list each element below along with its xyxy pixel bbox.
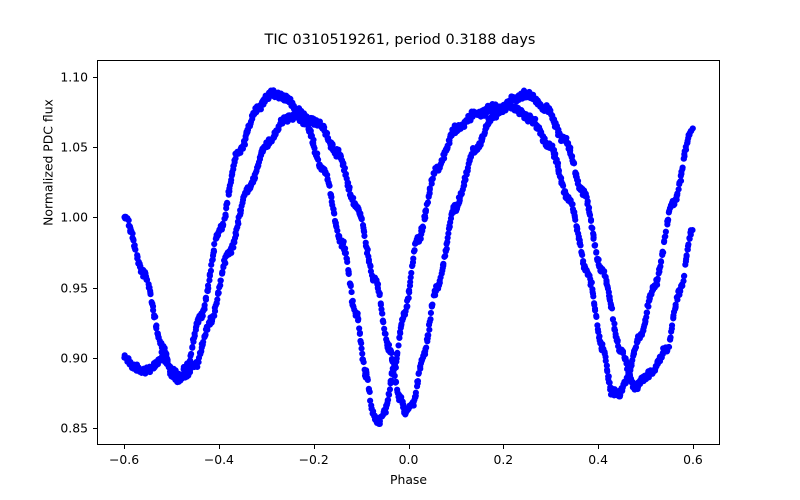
y-tick-label: 1.05 (60, 139, 88, 155)
y-tick-mark (93, 428, 97, 430)
chart-title: TIC 0310519261, period 0.3188 days (264, 32, 536, 48)
x-tick-label: 0.4 (588, 452, 608, 467)
scatter-points (121, 87, 696, 427)
x-tick-label: 0.0 (398, 452, 419, 467)
y-tick-label: 0.95 (60, 280, 88, 296)
x-tick-mark (408, 445, 410, 449)
x-tick-label: −0.6 (109, 452, 140, 467)
y-tick-mark (93, 76, 97, 78)
y-axis-label: Normalized PDC flux (40, 99, 56, 226)
y-tick-label: 1.00 (60, 209, 88, 225)
x-axis-label: Phase (390, 472, 427, 487)
x-tick-mark (313, 445, 315, 449)
x-tick-label: 0.6 (683, 452, 703, 467)
y-tick-mark (93, 147, 97, 149)
y-tick-label: 0.90 (60, 350, 88, 366)
x-tick-mark (598, 445, 600, 449)
y-tick-label: 1.10 (60, 69, 88, 85)
x-tick-mark (692, 445, 695, 449)
y-tick-label: 0.85 (60, 420, 88, 436)
y-tick-mark (93, 357, 97, 360)
y-tick-mark (93, 287, 97, 289)
x-tick-label: −0.4 (203, 452, 234, 467)
x-tick-mark (218, 445, 220, 449)
x-tick-label: −0.2 (298, 452, 329, 467)
x-tick-label: 0.2 (493, 452, 514, 467)
y-tick-mark (93, 217, 97, 219)
x-tick-mark (124, 445, 126, 449)
x-tick-mark (503, 445, 505, 449)
scatter-series (121, 87, 696, 427)
plot-area (97, 60, 720, 445)
